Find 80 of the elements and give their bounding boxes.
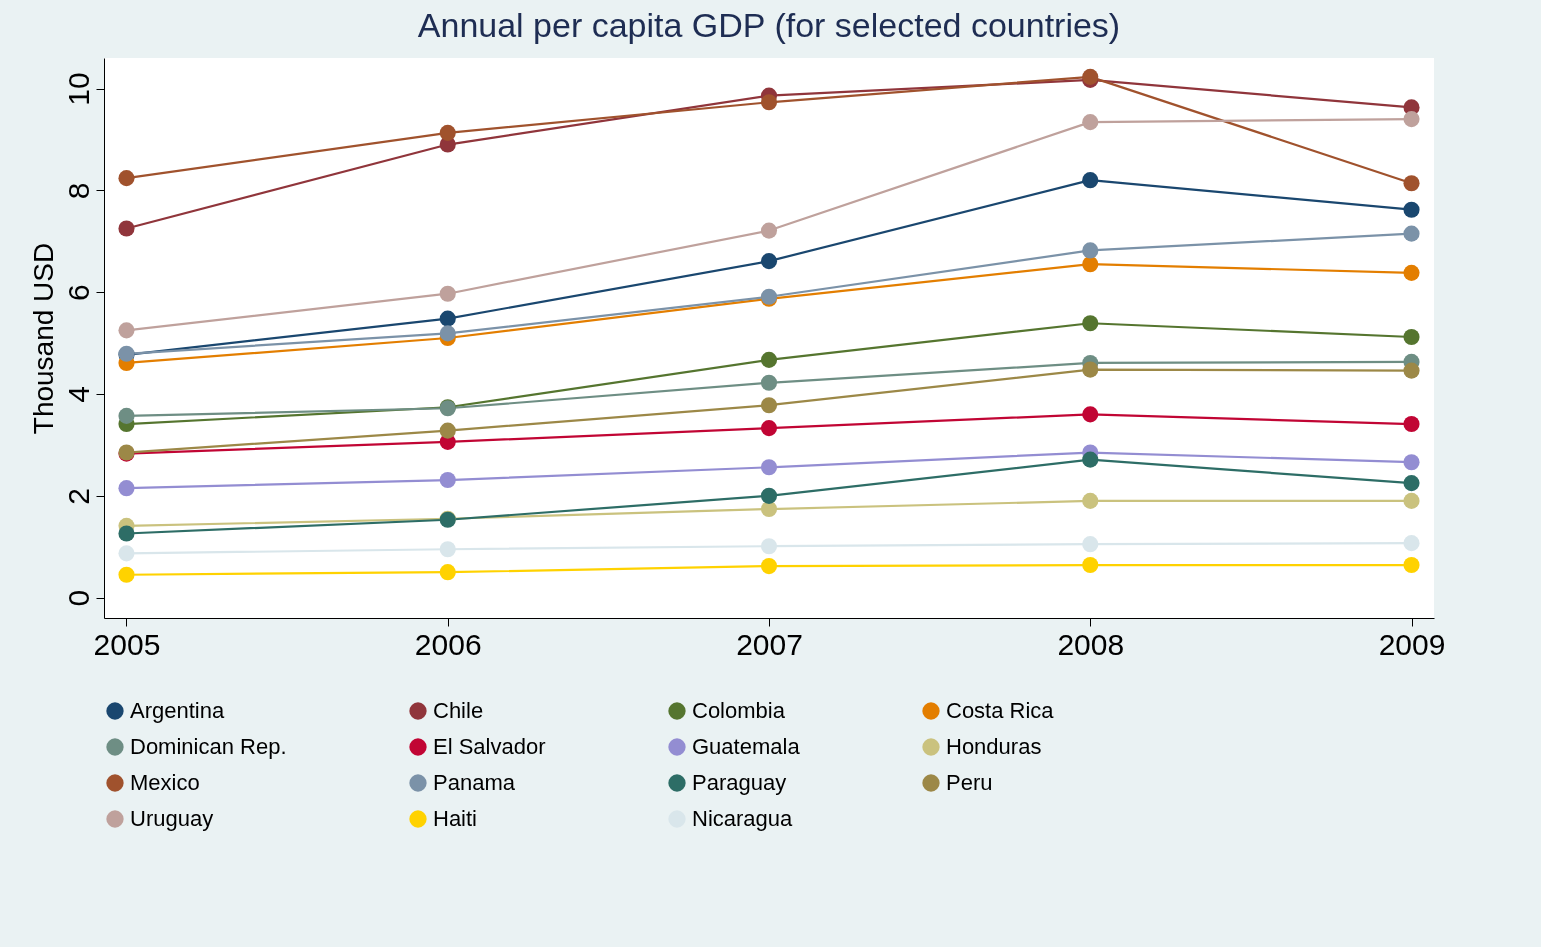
point	[760, 538, 778, 555]
point	[1403, 225, 1420, 242]
x-tick-label: 2007	[736, 627, 803, 661]
point	[760, 487, 778, 504]
legend-label: Chile	[433, 698, 484, 723]
legend-label: Costa Rica	[946, 698, 1055, 723]
point	[439, 285, 456, 302]
point	[1403, 475, 1420, 492]
point	[439, 471, 456, 489]
point	[1403, 175, 1420, 192]
y-tick-label: 6	[61, 284, 95, 302]
legend-label: Honduras	[946, 734, 1042, 759]
y-tick-label: 8	[61, 182, 95, 200]
y-axis-title: Thousand USD	[27, 242, 59, 435]
point	[1082, 361, 1099, 378]
y-tick-label: 4	[61, 386, 95, 403]
point	[1082, 451, 1099, 468]
chart-title: Annual per capita GDP (for selected countries)	[417, 6, 1121, 44]
point	[760, 374, 778, 391]
y-tick-label: 2	[61, 487, 95, 505]
point	[118, 545, 135, 562]
point	[439, 325, 456, 342]
point	[1403, 328, 1420, 346]
point	[760, 253, 778, 270]
point	[1403, 111, 1420, 128]
point	[1082, 536, 1099, 553]
point	[1082, 256, 1099, 273]
point	[1082, 492, 1099, 509]
legend-label: Haiti	[433, 806, 478, 831]
point	[760, 420, 778, 437]
legend-label: El Salvador	[433, 734, 546, 759]
point	[118, 322, 135, 339]
point	[1403, 201, 1420, 218]
point	[1082, 114, 1099, 131]
legend-label: Uruguay	[130, 806, 214, 831]
x-tick-label: 2008	[1057, 627, 1125, 661]
point	[118, 525, 135, 542]
point	[439, 541, 456, 558]
point	[118, 566, 135, 583]
point	[118, 480, 135, 497]
x-tick-label: 2005	[93, 627, 161, 661]
legend-label: Mexico	[130, 770, 200, 795]
point	[118, 407, 135, 424]
point	[760, 501, 778, 518]
point	[1403, 454, 1420, 471]
x-tick-label: 2009	[1378, 627, 1446, 661]
legend-label: Argentina	[130, 698, 225, 723]
y-tick-label: 0	[61, 589, 95, 607]
point	[760, 222, 778, 239]
point	[1082, 172, 1099, 189]
point	[1403, 264, 1420, 281]
point	[439, 564, 456, 581]
legend-label: Guatemala	[692, 734, 801, 759]
point	[439, 124, 456, 141]
point	[760, 397, 778, 414]
legend-label: Colombia	[692, 698, 786, 723]
legend-label: Nicaragua	[692, 806, 794, 831]
point	[439, 310, 456, 327]
point	[118, 170, 135, 187]
legend-label: Dominican Rep.	[130, 734, 287, 759]
point	[1403, 492, 1420, 509]
point	[439, 422, 456, 439]
point	[1082, 557, 1099, 574]
point	[118, 220, 135, 237]
point	[1403, 535, 1420, 552]
point	[760, 94, 778, 111]
point	[1082, 315, 1099, 332]
legend-label: Panama	[433, 770, 516, 795]
point	[1403, 557, 1420, 574]
point	[1403, 415, 1420, 433]
point	[760, 459, 778, 476]
point	[1403, 362, 1420, 379]
point	[760, 351, 778, 368]
point	[760, 558, 778, 575]
point	[1082, 242, 1099, 259]
y-tick-label: 10	[61, 72, 95, 106]
x-tick-label: 2006	[414, 627, 482, 661]
legend-label: Paraguay	[692, 770, 787, 795]
legend-label: Peru	[946, 770, 993, 795]
point	[1082, 406, 1099, 423]
